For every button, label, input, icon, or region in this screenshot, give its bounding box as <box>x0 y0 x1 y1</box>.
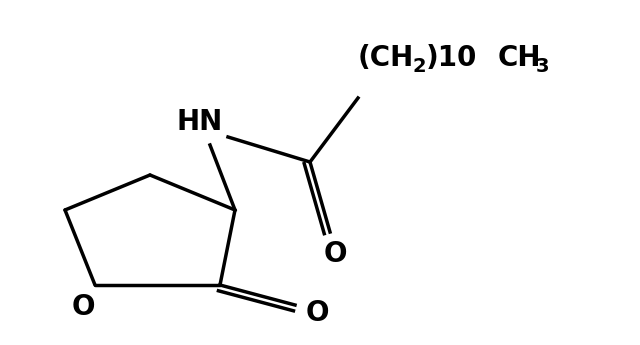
Text: HN: HN <box>177 108 223 136</box>
Text: O: O <box>323 240 347 268</box>
Text: CH: CH <box>498 44 541 72</box>
Text: (CH: (CH <box>358 44 414 72</box>
Text: O: O <box>305 299 329 327</box>
Text: 3: 3 <box>536 57 550 76</box>
Text: )10: )10 <box>426 44 477 72</box>
Text: 2: 2 <box>412 57 426 76</box>
Text: O: O <box>71 293 95 321</box>
